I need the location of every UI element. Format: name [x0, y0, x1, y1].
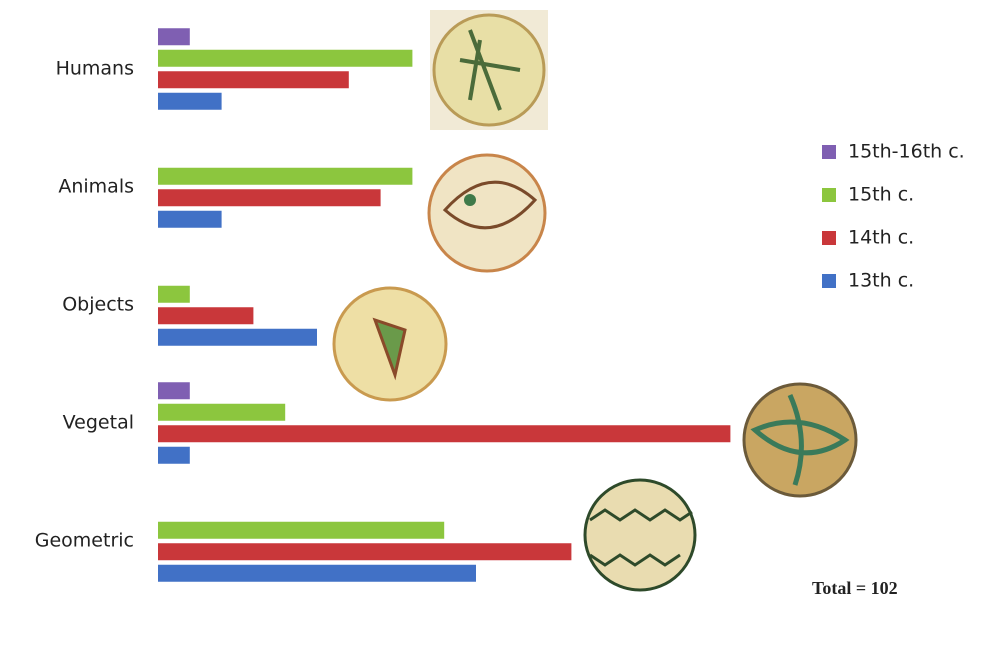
- bar: [158, 307, 254, 325]
- legend-swatch: [822, 231, 836, 245]
- legend-swatch: [822, 274, 836, 288]
- bar: [158, 92, 222, 110]
- bar: [158, 28, 190, 46]
- bar: [158, 521, 445, 539]
- y-tick-label: Objects: [62, 294, 134, 316]
- bar: [158, 382, 190, 400]
- plate-image: [332, 286, 448, 402]
- bar: [158, 446, 190, 464]
- y-tick-label: Animals: [58, 176, 134, 198]
- annotation: Total = 102: [812, 578, 898, 598]
- plate-image: [430, 10, 548, 130]
- bar: [158, 328, 317, 346]
- legend-label: 15th-16th c.: [848, 141, 965, 163]
- bar: [158, 49, 413, 67]
- legend-swatch: [822, 188, 836, 202]
- legend-label: 15th c.: [848, 184, 914, 206]
- bar: [158, 167, 413, 185]
- bar: [158, 543, 572, 561]
- bar: [158, 189, 381, 207]
- legend-label: 14th c.: [848, 227, 914, 249]
- plate-image: [427, 153, 547, 273]
- legend-swatch: [822, 145, 836, 159]
- plate-image: [583, 478, 697, 592]
- bar: [158, 425, 731, 443]
- bar: [158, 403, 286, 421]
- y-tick-label: Humans: [56, 58, 134, 80]
- legend-label: 13th c.: [848, 270, 914, 292]
- bar: [158, 71, 349, 89]
- plate-image: [742, 382, 858, 498]
- plate-images: [332, 10, 858, 592]
- bar: [158, 285, 190, 303]
- y-tick-label: Geometric: [35, 530, 134, 552]
- y-tick-label: Vegetal: [63, 412, 134, 434]
- bar: [158, 210, 222, 228]
- bar: [158, 564, 476, 582]
